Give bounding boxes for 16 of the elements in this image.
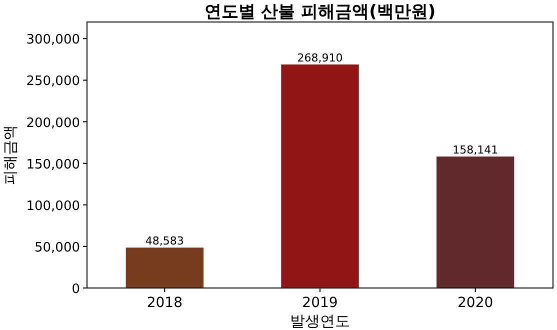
y-tick-label: 200,000: [26, 116, 80, 131]
y-tick-label: 150,000: [26, 157, 80, 172]
x-axis-title: 발생연도: [290, 312, 350, 330]
y-tick-label: 50,000: [34, 240, 80, 256]
x-tick-label: 2018: [146, 295, 182, 311]
y-axis-title: 피해금액: [1, 125, 19, 185]
data-label: 268,910: [297, 51, 343, 64]
y-tick-label: 0: [72, 282, 80, 297]
x-tick-label: 2020: [458, 295, 494, 311]
y-tick-label: 100,000: [26, 198, 80, 214]
y-tick-label: 300,000: [26, 32, 80, 48]
x-tick-label: 2019: [302, 295, 338, 311]
data-label: 158,141: [452, 144, 498, 157]
data-label: 48,583: [145, 234, 184, 248]
chart-title: 연도별 산불 피해금액(백만원): [204, 2, 436, 22]
y-tick-label: 250,000: [26, 74, 80, 90]
